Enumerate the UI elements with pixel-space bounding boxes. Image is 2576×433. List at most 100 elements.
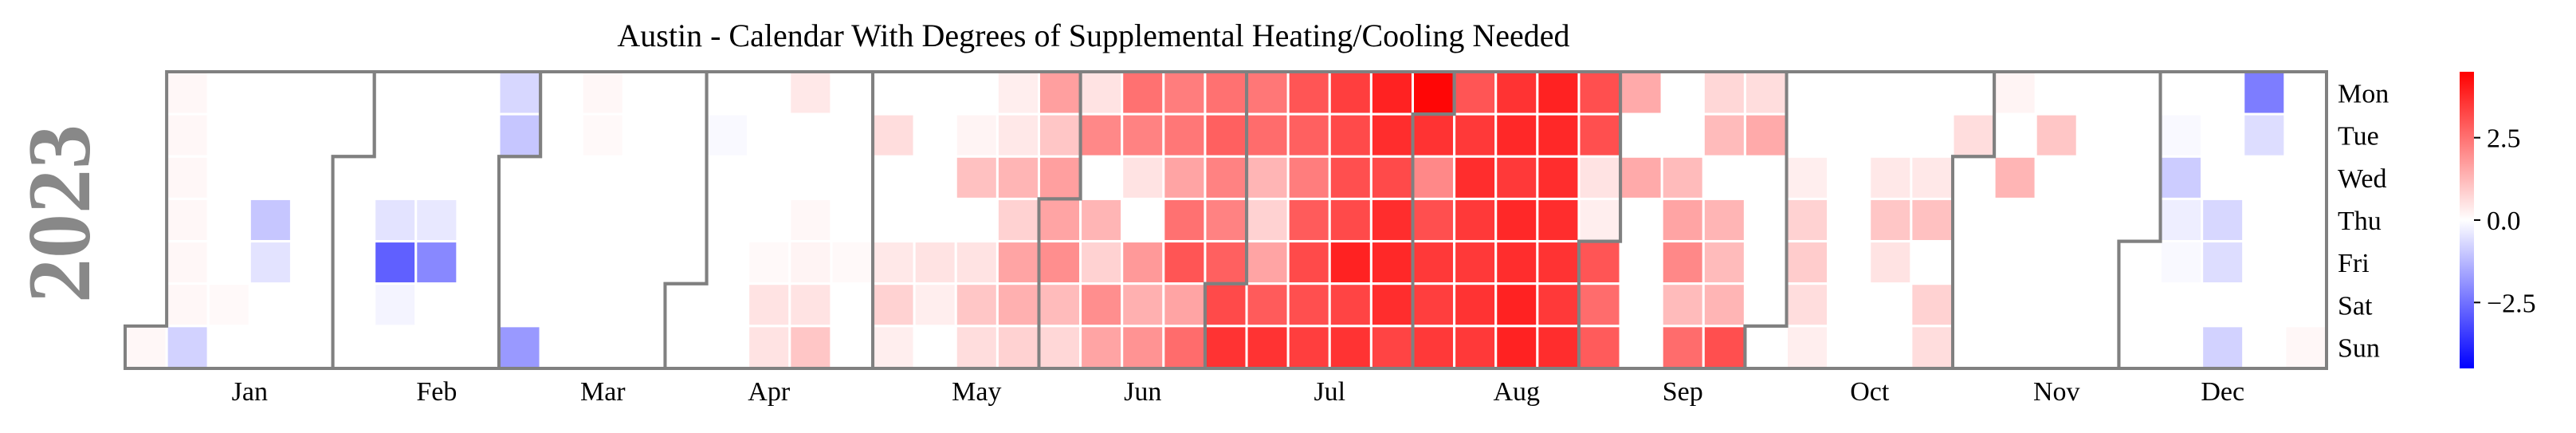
heatmap-cell: [497, 240, 542, 285]
heatmap-cell: [1286, 112, 1331, 158]
month-label: Jul: [1314, 377, 1345, 407]
heatmap-cell: [995, 240, 1040, 285]
heatmap-cell: [1951, 197, 1996, 243]
heatmap-cell: [1785, 155, 1830, 200]
month-label: Oct: [1850, 377, 1890, 407]
heatmap-cell: [1660, 70, 1705, 116]
heatmap-cell: [2283, 282, 2328, 328]
heatmap-cell: [165, 155, 210, 200]
heatmap-cell: [539, 112, 583, 158]
heatmap-cell: [705, 325, 750, 370]
heatmap-cell: [830, 197, 874, 243]
heatmap-cell: [1369, 112, 1415, 158]
colorbar-gradient: [2460, 72, 2474, 368]
heatmap-cell: [539, 325, 583, 370]
heatmap-cell: [2159, 197, 2204, 243]
heatmap-cell: [1993, 70, 2037, 116]
heatmap-cell: [788, 112, 833, 158]
heatmap-cell: [456, 155, 501, 200]
heatmap-cell: [1827, 197, 1871, 243]
heatmap-cell: [456, 197, 501, 243]
heatmap-cell: [1369, 155, 1415, 200]
heatmap-cell: [248, 325, 293, 370]
heatmap-cell: [289, 325, 335, 370]
heatmap-cell: [871, 112, 916, 158]
heatmap-cell: [165, 325, 210, 370]
heatmap-cell: [788, 240, 833, 285]
heatmap-cell: [2075, 325, 2120, 370]
heatmap-cell: [1743, 112, 1789, 158]
heatmap-cell: [1162, 282, 1207, 328]
heatmap-cell: [995, 282, 1040, 328]
heatmap-cell: [663, 70, 709, 116]
heatmap-cell: [1328, 325, 1372, 370]
heatmap-cell: [830, 112, 874, 158]
heatmap-cell: [1702, 197, 1746, 243]
heatmap-cell: [497, 70, 542, 116]
heatmap-cell: [788, 197, 833, 243]
heatmap-cell: [2159, 282, 2204, 328]
heatmap-cell: [1494, 325, 1539, 370]
heatmap-cell: [2075, 155, 2120, 200]
heatmap-cell: [913, 70, 957, 116]
heatmap-cell: [1453, 282, 1498, 328]
heatmap-cell: [995, 112, 1040, 158]
heatmap-cell: [248, 282, 293, 328]
heatmap-cell: [1743, 155, 1789, 200]
heatmap-cell: [1245, 325, 1290, 370]
heatmap-cell: [456, 282, 501, 328]
heatmap-cell: [2117, 325, 2162, 370]
heatmap-cell: [1245, 155, 1290, 200]
heatmap-cell: [2159, 325, 2204, 370]
heatmap-cell: [1204, 325, 1248, 370]
heatmap-cell: [248, 70, 293, 116]
heatmap-cell: [1162, 240, 1207, 285]
heatmap-cell: [747, 155, 791, 200]
heatmap-cell: [1037, 70, 1082, 116]
month-label: Aug: [1494, 377, 1541, 407]
heatmap-cell: [1743, 70, 1789, 116]
heatmap-cell: [165, 240, 210, 285]
heatmap-cell: [871, 155, 916, 200]
heatmap-cell: [332, 197, 376, 243]
heatmap-cell: [332, 325, 376, 370]
month-label: Mar: [580, 377, 626, 407]
heatmap-cell: [2283, 112, 2328, 158]
heatmap-cell: [1286, 325, 1331, 370]
heatmap-cell: [1245, 240, 1290, 285]
heatmap-cell: [2242, 282, 2287, 328]
heatmap-cell: [456, 112, 501, 158]
heatmap-cell: [1369, 70, 1415, 116]
heatmap-cell: [2117, 240, 2162, 285]
heatmap-cell: [414, 112, 459, 158]
heatmap-cell: [1619, 325, 1663, 370]
heatmap-cell: [1453, 112, 1498, 158]
heatmap-cell: [954, 197, 999, 243]
heatmap-cell: [2117, 197, 2162, 243]
heatmap-cell: [1204, 282, 1248, 328]
heatmap-cell: [539, 197, 583, 243]
heatmap-cell: [289, 282, 335, 328]
heatmap-cell: [913, 155, 957, 200]
heatmap-cell: [663, 197, 709, 243]
heatmap-cell: [456, 70, 501, 116]
heatmap-cell: [788, 70, 833, 116]
heatmap-cell: [206, 240, 251, 285]
heatmap-cell: [580, 325, 625, 370]
heatmap-cell: [1951, 112, 1996, 158]
heatmap-cell: [497, 155, 542, 200]
heatmap-cell: [663, 155, 709, 200]
heatmap-cell: [1037, 240, 1082, 285]
heatmap-cell: [788, 155, 833, 200]
heatmap-cell: [913, 197, 957, 243]
heatmap-cell: [1204, 197, 1248, 243]
heatmap-cell: [497, 325, 542, 370]
heatmap-cell: [1453, 155, 1498, 200]
heatmap-cell: [995, 70, 1040, 116]
month-label: Nov: [2033, 377, 2080, 407]
colorbar-ticks: 2.5 0.0 −2.5: [2474, 124, 2536, 318]
heatmap-cell: [289, 70, 335, 116]
heatmap-cell: [747, 282, 791, 328]
heatmap-cell: [2283, 70, 2328, 116]
heatmap-cell: [206, 112, 251, 158]
